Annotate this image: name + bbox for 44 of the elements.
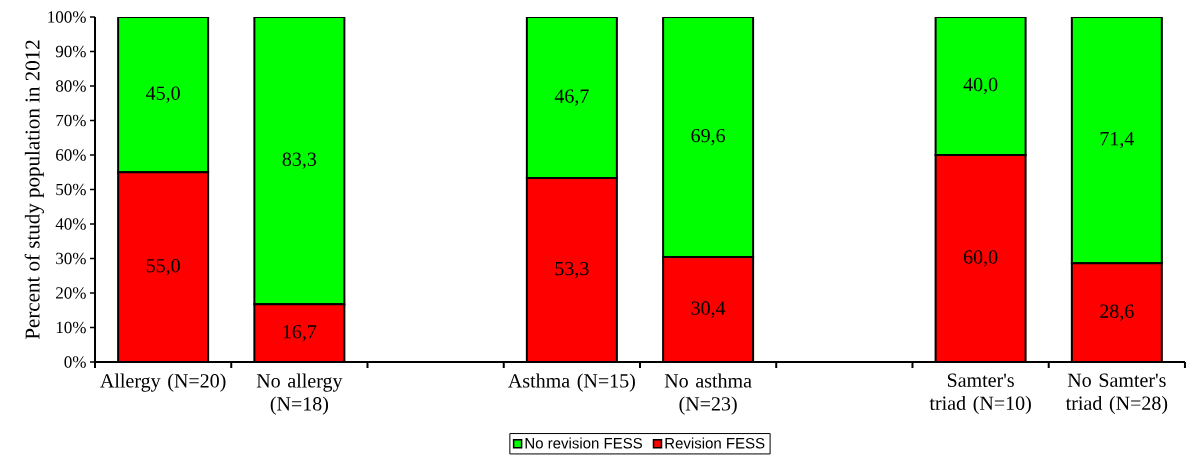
bar	[1070, 262, 1163, 362]
bar	[118, 172, 209, 362]
x-tick-label: No asthma (N=23)	[664, 373, 752, 415]
y-tick-label: 20%	[56, 287, 86, 299]
data-label: 69,6	[691, 128, 726, 146]
legend-label: No revision FESS	[525, 437, 643, 449]
data-label: 30,4	[691, 301, 726, 318]
bar	[526, 178, 617, 362]
y-tick-label: 90%	[55, 45, 86, 58]
x-tick-label: Allergy (N=20)	[100, 373, 226, 392]
bar	[934, 16, 1027, 156]
y-tick-label: 70%	[56, 114, 86, 127]
data-label: 45,0	[146, 86, 180, 103]
data-label: 60,0	[963, 250, 998, 267]
bar	[253, 16, 346, 306]
data-label: 28,6	[1100, 304, 1134, 321]
bar	[935, 154, 1026, 362]
y-axis-title: Percent of study population in 2012	[24, 40, 44, 340]
legend-label: Revision FESS	[665, 437, 765, 449]
y-tick-label: 30%	[56, 252, 86, 265]
data-label: 55,0	[146, 258, 180, 276]
y-tick-label: 80%	[55, 80, 86, 92]
bar	[663, 257, 754, 362]
bar	[662, 16, 755, 259]
y-tick-label: 60%	[56, 149, 86, 161]
bar	[1070, 16, 1163, 265]
bar	[525, 16, 618, 180]
y-tick-label: 50%	[56, 183, 86, 196]
data-label: 40,0	[963, 77, 998, 95]
data-label: 16,7	[283, 325, 317, 342]
y-tick-label: 40%	[55, 218, 86, 230]
x-tick-label: No allergy (N=18)	[256, 373, 343, 415]
y-tick-label: 10%	[56, 321, 86, 334]
y-tick-label: 100%	[48, 11, 86, 23]
y-tick-label: 0%	[64, 356, 86, 368]
x-tick-label: Asthma (N=15)	[508, 373, 635, 392]
data-label: 83,3	[282, 152, 317, 169]
data-label: 46,7	[554, 89, 589, 106]
data-label: 71,4	[1100, 132, 1135, 149]
bar	[117, 16, 210, 174]
x-tick-label: Samter's triad (N=10)	[929, 373, 1031, 415]
x-tick-label: No Samter's triad (N=28)	[1065, 373, 1168, 415]
bar	[254, 304, 345, 362]
data-label: 53,3	[555, 261, 589, 279]
